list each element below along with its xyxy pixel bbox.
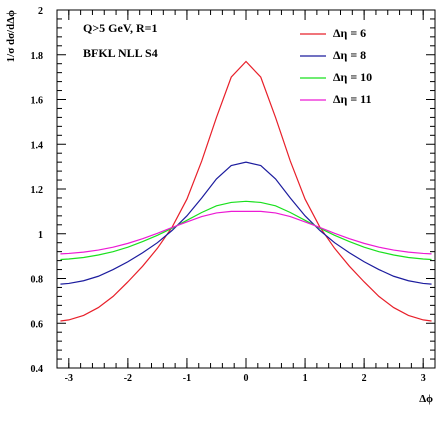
x-tick-label: 2 — [362, 373, 367, 384]
x-tick-label: 0 — [244, 373, 249, 384]
y-tick-label: 1.2 — [31, 185, 44, 196]
series-line-2 — [60, 161, 432, 285]
y-tick-label: 0.8 — [31, 275, 44, 286]
y-tick-label: 0.4 — [31, 364, 44, 375]
legend: Δη = 6 Δη = 8 Δη = 10 Δη = 11 — [300, 26, 372, 106]
axis-ticks: 0.4 0.6 0.8 1 1.2 1.4 1.6 1.8 2 -3 -2 -1 0 1 2 3 — [31, 6, 436, 384]
y-tick-label: 1.6 — [31, 96, 44, 107]
series-lines — [60, 60, 432, 322]
x-tick-label: 3 — [421, 373, 426, 384]
annotation-model: BFKL NLL S4 — [83, 46, 158, 60]
series-line-1 — [60, 60, 432, 322]
x-tick-label: 1 — [303, 373, 308, 384]
series-line-3 — [60, 200, 432, 261]
y-tick-label: 1.4 — [31, 140, 44, 151]
y-axis-title: 1/σ dσ/dΔϕ — [5, 10, 17, 62]
x-tick-label: -3 — [65, 373, 73, 384]
series-line-4 — [60, 210, 432, 255]
x-axis-title: Δϕ — [419, 393, 433, 405]
y-tick-label: 0.6 — [31, 319, 44, 330]
x-tick-label: -1 — [183, 373, 191, 384]
y-tick-label: 1.8 — [31, 51, 44, 62]
legend-label-2: Δη = 8 — [333, 48, 366, 62]
legend-label-1: Δη = 6 — [333, 26, 366, 40]
annotation-cuts: Q>5 GeV, R=1 — [83, 21, 157, 35]
legend-label-4: Δη = 11 — [333, 92, 372, 106]
y-tick-label: 2 — [38, 6, 43, 17]
legend-label-3: Δη = 10 — [333, 70, 372, 84]
x-tick-label: -2 — [124, 373, 132, 384]
y-tick-label: 1 — [38, 230, 43, 241]
